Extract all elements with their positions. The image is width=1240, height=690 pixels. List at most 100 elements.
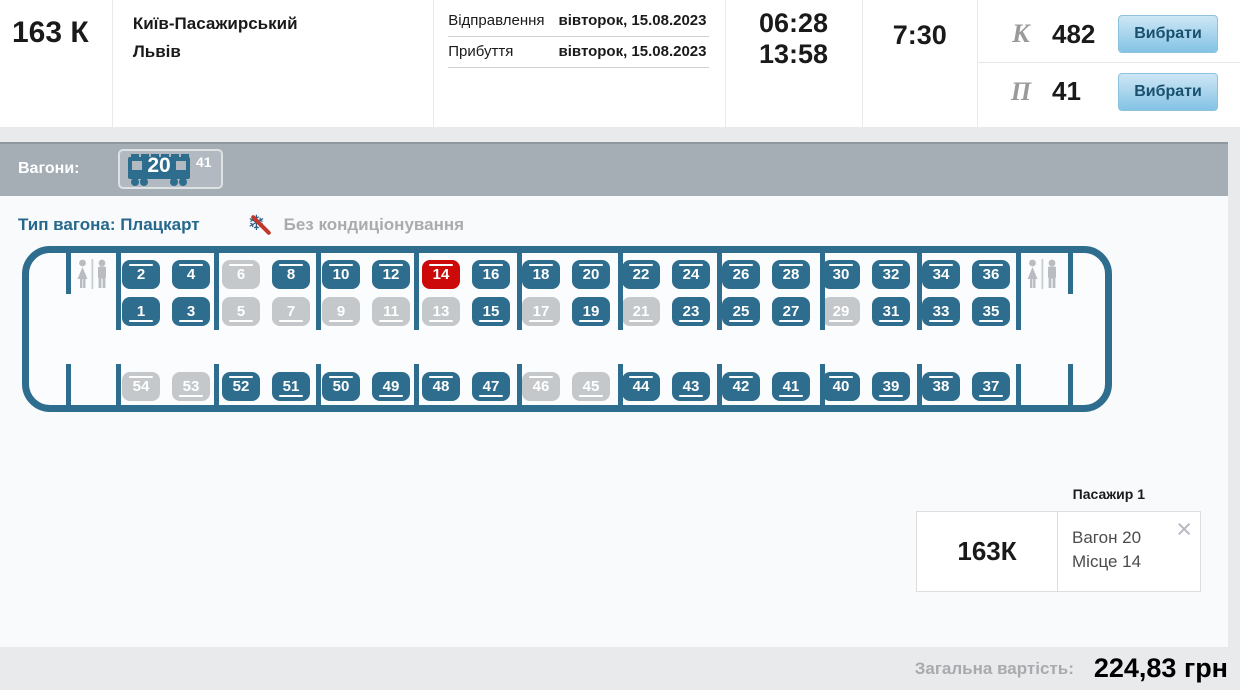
- compartment-divider: [517, 253, 522, 330]
- seat-51[interactable]: 51: [272, 372, 310, 401]
- seat-1[interactable]: 1: [122, 297, 160, 326]
- lower-berth-line: [579, 320, 603, 322]
- seat-28[interactable]: 28: [772, 260, 810, 289]
- arrival-row: Прибуття вівторок, 15.08.2023: [448, 37, 709, 68]
- seat-22[interactable]: 22: [622, 260, 660, 289]
- lower-berth-line: [279, 395, 303, 397]
- compartment-divider: [917, 253, 922, 330]
- compartment-divider: [1068, 253, 1073, 294]
- seat-52[interactable]: 52: [222, 372, 260, 401]
- upper-berth-line: [429, 264, 453, 266]
- compartment-divider: [414, 253, 419, 330]
- lower-berth-line: [779, 395, 803, 397]
- seat-32[interactable]: 32: [872, 260, 910, 289]
- seat-20[interactable]: 20: [572, 260, 610, 289]
- upper-berth-line: [629, 264, 653, 266]
- seat-49[interactable]: 49: [372, 372, 410, 401]
- seat-36[interactable]: 36: [972, 260, 1010, 289]
- trip-duration: 7:30: [863, 0, 978, 127]
- passenger-block: Пасажир 1 163К Вагон 20 Місце 14 ×: [916, 486, 1201, 592]
- seat-46: 46: [522, 372, 560, 401]
- seat-6: 6: [222, 260, 260, 289]
- class-code: П: [1010, 76, 1032, 106]
- close-icon[interactable]: ×: [1176, 514, 1192, 544]
- seat-50[interactable]: 50: [322, 372, 360, 401]
- seat-2[interactable]: 2: [122, 260, 160, 289]
- times-block: 06:28 13:58: [726, 0, 863, 127]
- seat-54: 54: [122, 372, 160, 401]
- wagon-classes: К 482 Вибрати П 41 Вибрати: [978, 0, 1240, 127]
- seat-15[interactable]: 15: [472, 297, 510, 326]
- wagons-bar: Вагони: 20 41: [0, 142, 1228, 196]
- seat-40[interactable]: 40: [822, 372, 860, 401]
- seat-12[interactable]: 12: [372, 260, 410, 289]
- seat-35[interactable]: 35: [972, 297, 1010, 326]
- seat-24[interactable]: 24: [672, 260, 710, 289]
- upper-berth-line: [229, 264, 253, 266]
- upper-berth-line: [929, 376, 953, 378]
- compartment-divider: [820, 253, 825, 330]
- seat-23[interactable]: 23: [672, 297, 710, 326]
- choose-coupe-button[interactable]: Вибрати: [1118, 15, 1218, 53]
- wagon-20-button[interactable]: 20 41: [118, 149, 223, 189]
- seat-26[interactable]: 26: [722, 260, 760, 289]
- station-to: Львів: [132, 42, 181, 61]
- seat-33[interactable]: 33: [922, 297, 960, 326]
- seat-27[interactable]: 27: [772, 297, 810, 326]
- upper-berth-line: [279, 264, 303, 266]
- wagon-free-seats-count: 41: [196, 154, 212, 170]
- seat-44[interactable]: 44: [622, 372, 660, 401]
- seat-16[interactable]: 16: [472, 260, 510, 289]
- class-free-seats: 41: [1052, 76, 1081, 106]
- seat-38[interactable]: 38: [922, 372, 960, 401]
- seat-47[interactable]: 47: [472, 372, 510, 401]
- lower-berth-line: [429, 320, 453, 322]
- lower-berth-line: [829, 320, 853, 322]
- seat-48[interactable]: 48: [422, 372, 460, 401]
- seat-19[interactable]: 19: [572, 297, 610, 326]
- seat-4[interactable]: 4: [172, 260, 210, 289]
- seat-31[interactable]: 31: [872, 297, 910, 326]
- seat-30[interactable]: 30: [822, 260, 860, 289]
- seat-14[interactable]: 14: [422, 260, 460, 289]
- upper-berth-line: [979, 264, 1003, 266]
- seat-39[interactable]: 39: [872, 372, 910, 401]
- compartment-divider: [717, 364, 722, 405]
- seat-map: 2 4 6 8 10 12 14 16 18 20 22 24 26 28 30 32 34 36 1 3 5 7 9 11 1…: [22, 246, 1112, 412]
- lower-berth-line: [879, 395, 903, 397]
- passenger-card: 163К Вагон 20 Місце 14 ×: [916, 511, 1201, 592]
- lower-berth-line: [379, 395, 403, 397]
- upper-berth-line: [229, 376, 253, 378]
- seat-42[interactable]: 42: [722, 372, 760, 401]
- lower-berth-line: [379, 320, 403, 322]
- lower-berth-line: [329, 320, 353, 322]
- seat-43[interactable]: 43: [672, 372, 710, 401]
- total-value: 224,83 грн: [1093, 653, 1228, 683]
- seat-18[interactable]: 18: [522, 260, 560, 289]
- upper-berth-line: [329, 264, 353, 266]
- wagon-type-row: Тип вагона: Плацкарт ❄ Без кондиціонуван…: [0, 196, 1228, 240]
- toilet-icon: [1025, 259, 1061, 291]
- compartment-divider: [820, 364, 825, 405]
- seat-41[interactable]: 41: [772, 372, 810, 401]
- compartment-divider: [66, 253, 71, 294]
- seat-10[interactable]: 10: [322, 260, 360, 289]
- seat-25[interactable]: 25: [722, 297, 760, 326]
- upper-berth-line: [429, 376, 453, 378]
- seat-8[interactable]: 8: [272, 260, 310, 289]
- upper-berth-line: [929, 264, 953, 266]
- seat-34[interactable]: 34: [922, 260, 960, 289]
- lower-berth-line: [129, 320, 153, 322]
- seat-37[interactable]: 37: [972, 372, 1010, 401]
- seat-7: 7: [272, 297, 310, 326]
- upper-berth-line: [729, 376, 753, 378]
- choose-platskart-button[interactable]: Вибрати: [1118, 72, 1218, 111]
- compartment-divider: [517, 364, 522, 405]
- lower-berth-line: [279, 320, 303, 322]
- train-car-icon: 20: [127, 153, 191, 187]
- seat-11: 11: [372, 297, 410, 326]
- arrival-date: вівторок, 15.08.2023: [558, 43, 707, 60]
- arrival-time: 13:58: [758, 39, 829, 69]
- seat-3[interactable]: 3: [172, 297, 210, 326]
- toilet-icon: [75, 259, 111, 291]
